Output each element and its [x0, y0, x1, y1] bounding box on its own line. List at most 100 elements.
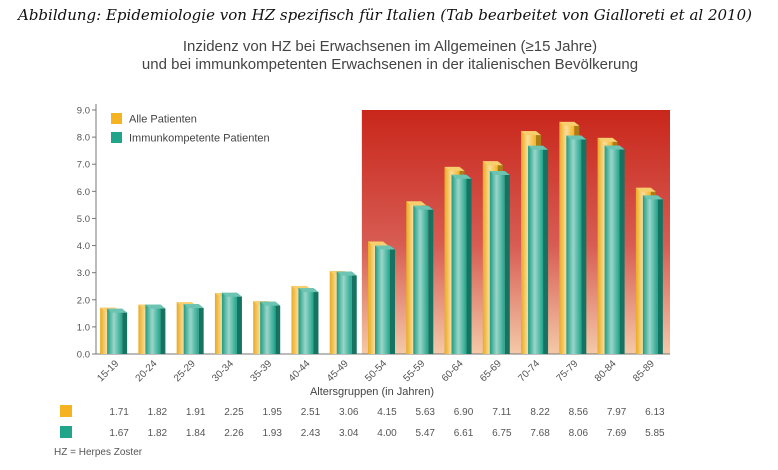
bar-top — [107, 308, 128, 313]
x-tick-label: 35-39 — [248, 358, 274, 384]
footnote: HZ = Herpes Zoster — [54, 447, 143, 458]
bar-immunkompetente — [413, 205, 429, 354]
bar-top — [451, 174, 472, 179]
data-value-label: 6.13 — [645, 407, 665, 418]
bar-side — [428, 205, 434, 354]
y-tick-label: 9.0 — [77, 106, 90, 117]
data-value-label: 3.06 — [339, 407, 359, 418]
bar-side — [313, 288, 319, 354]
y-tick-label: 7.0 — [77, 160, 90, 171]
bar-immunkompetente — [107, 308, 123, 354]
bar-immunkompetente — [183, 304, 199, 354]
bar-immunkompetente — [260, 301, 276, 354]
bar-top — [559, 121, 580, 126]
x-tick-label: 25-29 — [172, 358, 198, 384]
bar-side — [390, 245, 395, 354]
data-value-label: 7.69 — [607, 428, 627, 439]
bar-top — [528, 145, 549, 150]
data-value-label: 8.22 — [530, 407, 550, 418]
chart-subtitle: und bei immunkompetenten Erwachsenen in … — [141, 56, 639, 73]
data-value-label: 7.97 — [607, 407, 627, 418]
bar-top — [597, 137, 618, 142]
table-row-swatch — [60, 405, 72, 417]
data-value-label: 4.00 — [377, 428, 397, 439]
bar-top — [145, 304, 166, 309]
x-tick-label: 85-89 — [631, 358, 657, 384]
data-value-label: 7.11 — [492, 407, 511, 418]
bar-immunkompetente — [145, 304, 161, 354]
bar-immunkompetente — [375, 245, 390, 354]
data-value-label: 1.93 — [262, 428, 282, 439]
bar-immunkompetente — [221, 292, 237, 354]
bar-immunkompetente — [336, 271, 352, 354]
bar-side — [466, 174, 472, 354]
x-tick-label: 20-24 — [134, 358, 160, 384]
x-tick-label: 65-69 — [478, 358, 504, 384]
data-value-label: 1.71 — [109, 407, 129, 418]
chart-title-block: Inzidenz von HZ bei Erwachsenen im Allge… — [60, 38, 720, 74]
y-tick-label: 3.0 — [77, 268, 90, 279]
bar-side — [122, 308, 128, 354]
bar-immunkompetente — [566, 135, 582, 354]
data-value-label: 2.43 — [301, 428, 321, 439]
bar-side — [275, 301, 281, 354]
y-tick-label: 4.0 — [77, 241, 90, 252]
data-value-label: 1.91 — [186, 407, 206, 418]
y-tick-label: 0.0 — [77, 350, 90, 361]
bar-top — [260, 301, 281, 306]
legend-label: Alle Patienten — [129, 114, 197, 126]
legend-swatch — [111, 132, 122, 143]
bar-side — [657, 195, 663, 354]
data-value-label: 5.47 — [416, 428, 436, 439]
bar-top — [298, 288, 319, 293]
bar-top — [336, 271, 357, 276]
bar-immunkompetente — [604, 145, 620, 354]
bar-top — [521, 131, 542, 136]
bar-immunkompetente — [642, 195, 658, 354]
x-tick-label: 80-84 — [593, 358, 619, 384]
y-tick-label: 5.0 — [77, 214, 90, 225]
data-value-label: 4.15 — [377, 407, 397, 418]
y-tick-label: 6.0 — [77, 187, 90, 198]
table-row-swatch — [60, 426, 72, 438]
x-tick-label: 30-34 — [210, 358, 236, 384]
y-tick-label: 1.0 — [77, 322, 90, 333]
bar-top — [482, 161, 503, 166]
bar-side — [160, 304, 166, 354]
x-tick-label: 45-49 — [325, 358, 351, 384]
x-tick-label: 70-74 — [516, 358, 542, 384]
x-tick-label: 75-79 — [555, 358, 581, 384]
bar-top — [368, 241, 388, 246]
x-tick-label: 55-59 — [402, 358, 428, 384]
x-tick-label: 15-19 — [95, 358, 121, 384]
bar-top — [642, 195, 663, 200]
bar-side — [581, 135, 587, 354]
chart-title: Inzidenz von HZ bei Erwachsenen im Allge… — [182, 38, 598, 55]
x-axis-label: Altersgruppen (in Jahren) — [310, 386, 434, 398]
data-value-label: 1.67 — [109, 428, 129, 439]
bar-top — [635, 187, 656, 192]
bar-side — [198, 304, 204, 354]
bar-top — [566, 135, 587, 140]
data-value-label: 6.61 — [454, 428, 474, 439]
data-value-label: 7.68 — [530, 428, 550, 439]
data-value-label: 6.90 — [454, 407, 474, 418]
data-value-label: 1.82 — [148, 407, 168, 418]
bar-side — [351, 271, 357, 354]
bar-top — [444, 166, 465, 171]
data-value-label: 1.95 — [262, 407, 282, 418]
data-value-label: 1.82 — [148, 428, 168, 439]
bar-top — [375, 245, 395, 250]
bar-top — [604, 145, 625, 150]
data-value-label: 6.75 — [492, 428, 512, 439]
y-tick-label: 2.0 — [77, 295, 90, 306]
data-value-label: 1.84 — [186, 428, 206, 439]
bar-immunkompetente — [528, 145, 544, 354]
bar-top — [406, 201, 427, 206]
data-value-label: 8.06 — [569, 428, 589, 439]
bar-top — [183, 304, 204, 309]
bar-top — [413, 205, 434, 210]
x-tick-label: 60-64 — [440, 358, 466, 384]
y-tick-label: 8.0 — [77, 133, 90, 144]
legend-label: Immunkompetente Patienten — [129, 133, 270, 145]
